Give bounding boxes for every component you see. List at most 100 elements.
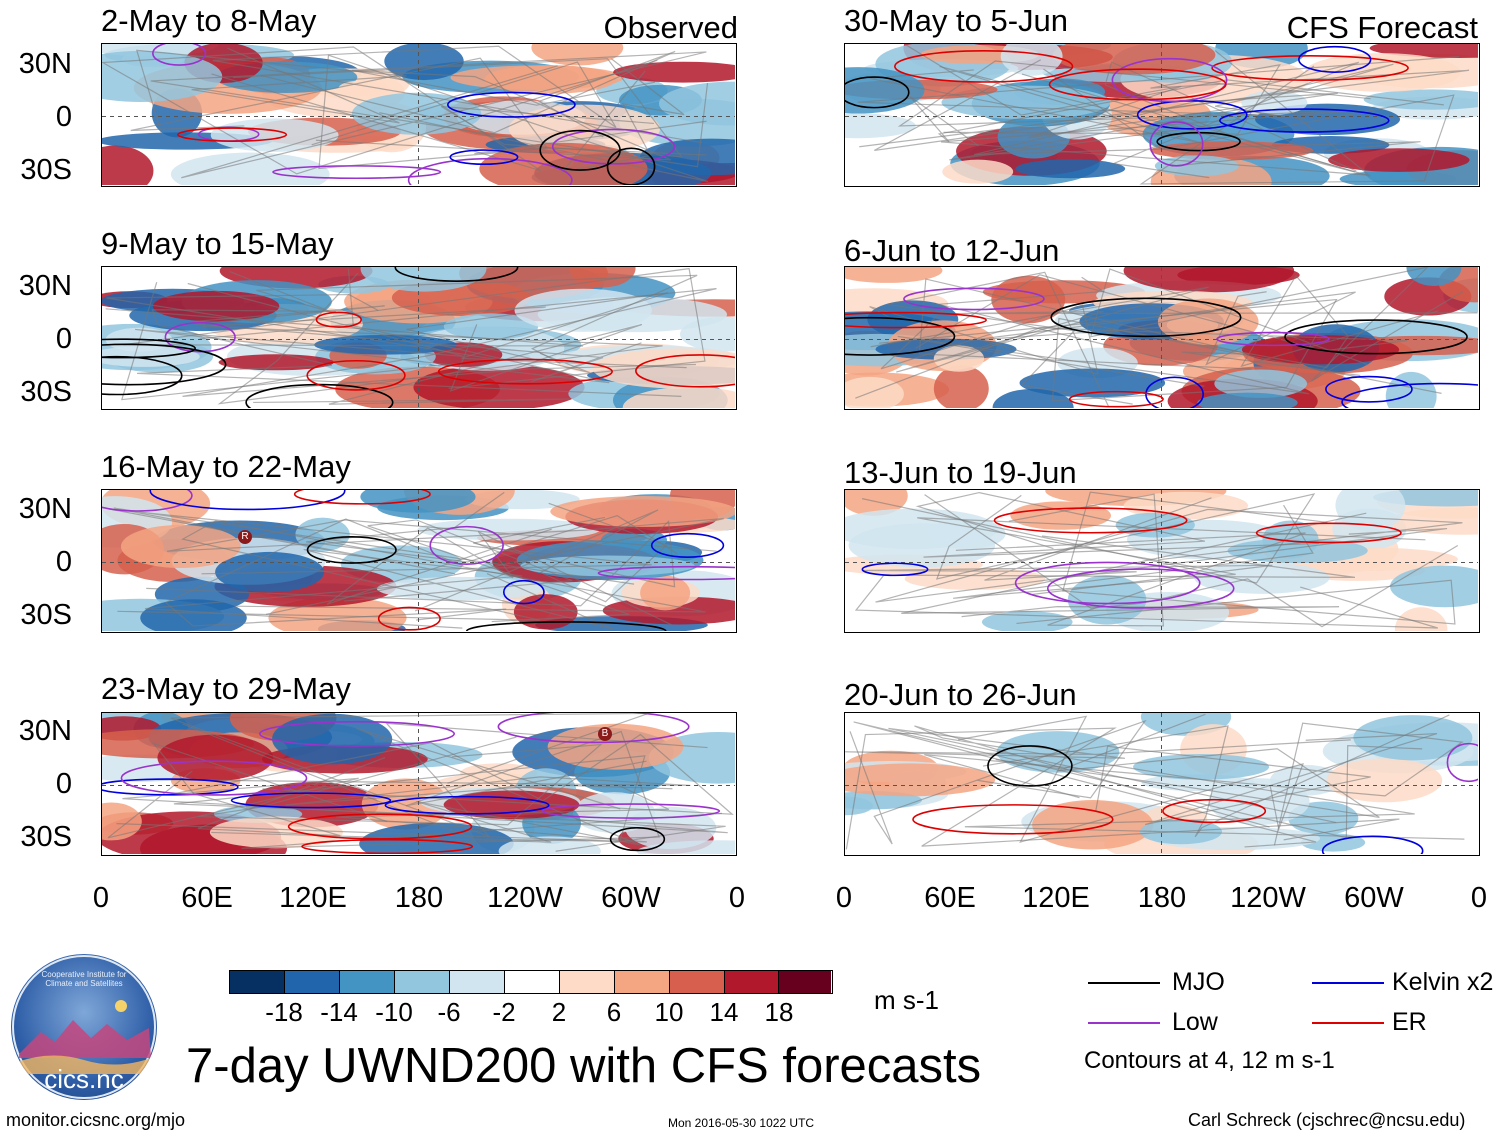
lon-label: 60W xyxy=(601,882,661,914)
legend-label-er: ER xyxy=(1392,1008,1427,1036)
low-contour xyxy=(272,165,442,180)
mjo-contour xyxy=(1284,319,1468,355)
logo-graphic xyxy=(12,955,156,1099)
wind-field xyxy=(102,490,735,631)
coastline xyxy=(1104,50,1371,177)
storm-marker: R xyxy=(238,530,252,544)
anomaly-blob xyxy=(659,81,735,126)
map-panel-forecast-3 xyxy=(844,489,1480,633)
lon-label: 120E xyxy=(1022,882,1090,914)
colorbar-tick: 2 xyxy=(551,997,567,1027)
lat-label: 30N xyxy=(18,715,72,747)
coastline xyxy=(924,722,1464,846)
lat-label: 30N xyxy=(18,48,72,80)
colorbar-cell xyxy=(230,971,285,993)
lat-label: 30S xyxy=(20,154,72,186)
colorbar-units: m s-1 xyxy=(874,985,939,1015)
anomaly-blob xyxy=(1304,53,1461,92)
lat-label: 0 xyxy=(55,323,72,355)
er-contour xyxy=(177,127,288,142)
colorbar-tick: -2 xyxy=(492,997,516,1027)
coastline xyxy=(995,713,1380,819)
anomaly-blob xyxy=(272,713,393,765)
mjo-contour xyxy=(102,355,183,396)
footer-credit: Carl Schreck (cjschrec@ncsu.edu) xyxy=(1188,1110,1466,1130)
er-contour xyxy=(845,311,987,329)
panel-title: 20-Jun to 26-Jun xyxy=(844,677,1077,712)
anomaly-blob xyxy=(1197,392,1298,408)
footer-url[interactable]: monitor.cicsnc.org/mjo xyxy=(6,1110,186,1130)
mjo-contour xyxy=(987,745,1073,787)
logo-arc-text: Cooperative Institute for Climate and Sa… xyxy=(41,970,127,988)
coastline xyxy=(144,548,614,630)
coastline xyxy=(915,491,1320,558)
colorbar xyxy=(229,970,833,994)
anomaly-blob xyxy=(120,524,241,569)
er-contour xyxy=(306,359,406,391)
er-contour xyxy=(315,311,363,328)
anomaly-blob xyxy=(361,778,450,830)
coastline xyxy=(146,516,676,607)
anomaly-blob xyxy=(1406,267,1462,286)
kelvin-contour xyxy=(102,778,239,796)
anomaly-blob xyxy=(1328,148,1470,172)
map-panel-observed-3: R xyxy=(101,489,737,633)
lon-label: 60E xyxy=(181,882,233,914)
map-panel-observed-2 xyxy=(101,266,737,410)
coastline xyxy=(1112,274,1439,369)
coastline xyxy=(169,733,734,815)
low-contour xyxy=(597,565,735,581)
anomaly-blob xyxy=(1123,267,1295,293)
mjo-contour xyxy=(466,621,667,631)
er-contour xyxy=(293,490,431,505)
anomaly-blob xyxy=(1394,607,1448,631)
coastline xyxy=(164,518,507,627)
panel-title: 23-May to 29-May xyxy=(101,671,351,706)
anomaly-blob xyxy=(1019,368,1166,398)
coastline xyxy=(135,268,610,384)
coastline xyxy=(897,60,1371,176)
wind-field xyxy=(845,713,1478,854)
colorbar-cell xyxy=(505,971,560,993)
kelvin-contour xyxy=(149,490,346,511)
coastline xyxy=(1043,65,1455,185)
mjo-contour xyxy=(845,76,910,109)
kelvin-contour xyxy=(1136,99,1248,130)
coastline xyxy=(212,45,702,146)
colorbar-tick: -10 xyxy=(375,997,413,1027)
er-contour xyxy=(912,804,1114,835)
lat-label: 30S xyxy=(20,376,72,408)
coastline xyxy=(151,741,388,837)
panel-title: 6-Jun to 12-Jun xyxy=(844,233,1060,268)
panel-title: 9-May to 15-May xyxy=(101,226,334,261)
wind-field xyxy=(102,713,735,854)
coastline xyxy=(344,519,630,623)
colorbar-cell xyxy=(395,971,450,993)
mjo-contour xyxy=(102,338,196,359)
colorbar-cell xyxy=(670,971,725,993)
kelvin-contour xyxy=(650,532,725,558)
anomaly-blob xyxy=(1390,565,1478,608)
anomaly-blob xyxy=(102,145,154,185)
coastline xyxy=(849,719,1147,845)
anomaly-blob xyxy=(314,334,457,355)
coastline xyxy=(117,520,706,621)
kelvin-contour xyxy=(230,792,392,809)
coastline xyxy=(108,507,652,585)
er-contour xyxy=(1255,522,1402,544)
anomaly-blob xyxy=(547,723,684,770)
colorbar-tick: 6 xyxy=(606,997,622,1027)
coastline xyxy=(150,51,709,179)
kelvin-contour xyxy=(502,579,545,605)
coastline xyxy=(326,527,673,626)
kelvin-contour xyxy=(1321,835,1424,854)
mjo-contour xyxy=(394,267,519,282)
er-contour xyxy=(1068,390,1164,408)
anomaly-blob xyxy=(537,296,728,333)
low-contour xyxy=(152,44,207,66)
anomaly-blob xyxy=(1133,754,1270,780)
anomaly-blob xyxy=(845,267,943,283)
coastline xyxy=(1095,732,1438,826)
wind-field xyxy=(845,490,1478,631)
lon-label: 180 xyxy=(394,882,444,914)
